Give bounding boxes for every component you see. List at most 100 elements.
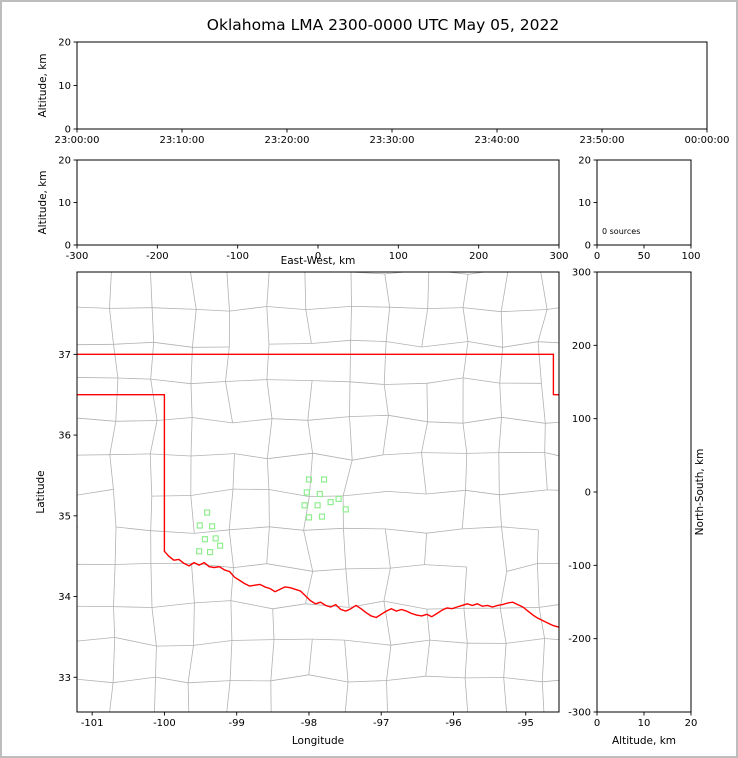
y-tick-label: 0: [65, 125, 71, 136]
county-line: [266, 458, 270, 490]
county-line: [538, 341, 559, 344]
county-line: [386, 675, 426, 681]
county-line: [151, 602, 195, 608]
county-line: [230, 600, 273, 610]
county-line: [465, 489, 500, 496]
county-line: [385, 307, 391, 342]
county-line: [225, 381, 233, 423]
ns-height-ylabel: North-South, km: [694, 449, 706, 536]
x-tick-label: -200: [146, 251, 169, 262]
county-line: [538, 607, 545, 639]
county-line: [269, 269, 305, 271]
county-line: [577, 641, 586, 678]
county-line: [541, 383, 546, 424]
county-line: [421, 452, 427, 495]
map-ylabel: Latitude: [35, 470, 47, 513]
county-line: [499, 571, 508, 609]
county-line: [501, 526, 539, 531]
county-line: [190, 453, 235, 457]
county-line: [307, 416, 350, 421]
county-line: [188, 680, 231, 684]
county-line: [70, 455, 71, 496]
county-line: [155, 676, 189, 684]
county-line: [149, 420, 158, 454]
lma-station-marker: [335, 495, 342, 502]
panel-plan_map: -101 -100 -99 -98 -97 -96 -95 33 34 35 36 37: [58, 268, 586, 729]
county-line: [266, 272, 270, 307]
county-line: [229, 526, 270, 531]
county-line: [266, 526, 270, 564]
county-line: [190, 269, 227, 271]
county-line: [269, 526, 304, 531]
county-line: [77, 526, 78, 532]
county-line: [305, 571, 314, 604]
county-line: [187, 682, 190, 712]
county-line: [388, 414, 428, 423]
county-line: [349, 416, 353, 461]
x-tick-label: 23:40:00: [475, 135, 520, 146]
county-line: [544, 452, 559, 457]
county-line: [462, 307, 502, 313]
panel-ns_height: 0 10 20 300 200 100 0 -100 -200 -300: [568, 268, 697, 730]
county-line: [544, 452, 548, 490]
x-tick-label: 300: [549, 251, 568, 262]
county-line: [225, 379, 267, 382]
county-line: [151, 495, 191, 497]
county-line: [501, 309, 548, 313]
x-tick-label: 50: [638, 251, 651, 262]
y-tick-label: 100: [572, 414, 591, 425]
county-line: [109, 454, 114, 490]
county-line: [312, 638, 345, 641]
county-line: [537, 341, 542, 384]
county-line: [537, 309, 548, 342]
state-border-line: [163, 550, 559, 628]
county-line: [544, 638, 559, 641]
county-line: [424, 533, 427, 565]
lma-station-marker: [206, 548, 214, 556]
lma-station-marker: [314, 502, 321, 509]
county-line: [498, 452, 500, 495]
county-line: [190, 272, 197, 310]
county-line: [229, 306, 267, 312]
county-line: [228, 489, 234, 530]
county-line: [113, 564, 116, 607]
county-line: [547, 307, 559, 310]
county-line: [270, 674, 309, 682]
ew-height-ylabel: Altitude, km: [37, 170, 49, 234]
county-line: [462, 423, 468, 454]
county-line: [71, 641, 75, 678]
county-line: [421, 341, 469, 348]
county-line: [464, 677, 469, 712]
county-line: [427, 272, 430, 309]
county-line: [425, 640, 431, 677]
county-line: [153, 341, 193, 348]
axes-frame: [76, 271, 560, 713]
lma-station-marker: [318, 513, 326, 520]
county-line: [426, 489, 466, 495]
county-line: [462, 526, 502, 530]
county-line: [462, 274, 469, 308]
county-line: [385, 528, 427, 534]
county-line: [508, 268, 540, 270]
y-tick-label: 33: [58, 673, 71, 684]
axes-frame: [76, 41, 708, 130]
county-line: [228, 529, 234, 568]
county-line: [312, 452, 353, 461]
county-line: [384, 273, 391, 308]
county-line: [502, 341, 539, 348]
x-tick-label: 23:00:00: [55, 135, 100, 146]
y-tick-label: 20: [58, 156, 71, 167]
county-line: [77, 306, 110, 309]
county-line: [343, 491, 388, 497]
county-line: [190, 383, 193, 418]
county-line: [196, 309, 230, 312]
county-line: [467, 341, 503, 348]
lma-station-marker: [316, 490, 323, 498]
ns-height-xlabel: Altitude, km: [612, 735, 676, 747]
x-tick-label: -101: [81, 718, 104, 729]
county-line: [462, 307, 469, 342]
county-line: [113, 341, 154, 345]
county-line: [463, 566, 468, 609]
county-line: [579, 491, 583, 535]
